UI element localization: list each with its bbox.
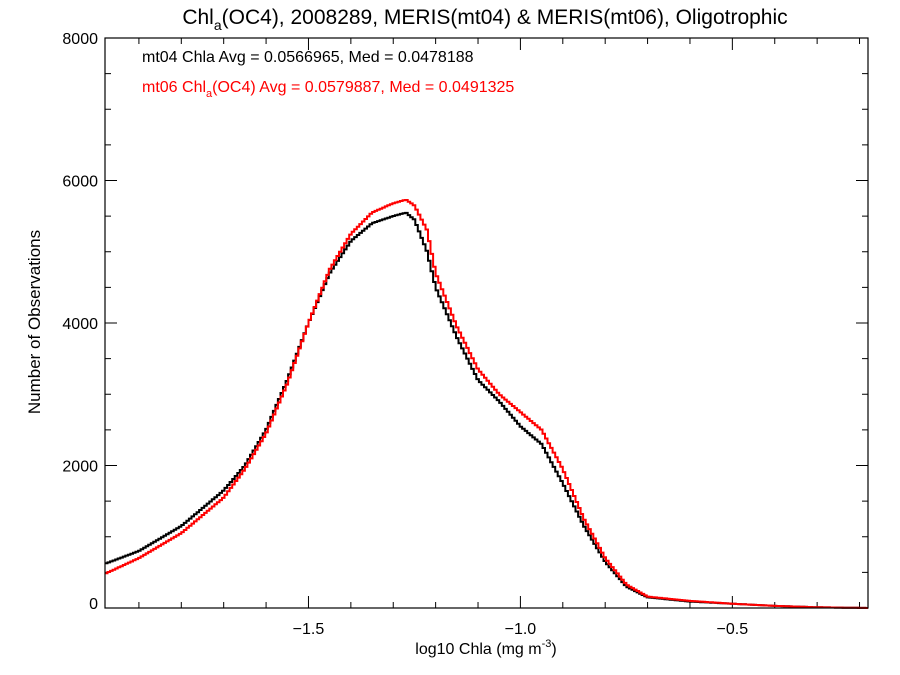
y-axis-label: Number of Observations [25,230,44,414]
x-axis-label-rest: ) [551,641,556,658]
annotation-mt06-main: mt06 Chl [142,79,206,96]
chart-title-rest: (OC4), 2008289, MERIS(mt04) & MERIS(mt06… [222,6,788,29]
x-axis-label-superscript: -3 [542,638,552,650]
y-tick-label: 0 [89,596,98,613]
y-tick-label: 4000 [62,316,98,333]
annotation-mt06-subscript: a [206,88,213,100]
x-axis-label-main: log10 Chla (mg m [415,641,541,658]
x-axis-label: log10 Chla (mg m-3) [415,638,556,658]
y-tick-label: 2000 [62,459,98,476]
x-axis: −1.5 −1.0 −0.5 [138,38,861,638]
series-layer [105,199,868,609]
chart-title-main: Chl [182,6,214,29]
plot-frame [104,37,869,609]
y-tick-label: 8000 [62,31,98,48]
series-mt04-line [105,211,868,609]
x-tick-label: −1.0 [505,621,537,638]
chart-title-subscript: a [214,17,222,33]
annotation-mt06-rest: (OC4) Avg = 0.0579887, Med = 0.0491325 [212,79,514,96]
annotation-mt04: mt04 Chla Avg = 0.0566965, Med = 0.04781… [142,49,474,66]
x-tick-label: −0.5 [717,621,749,638]
annotation-mt04-text: mt04 Chla Avg = 0.0566965, Med = 0.04781… [142,49,474,66]
annotation-mt06: mt06 Chla(OC4) Avg = 0.0579887, Med = 0.… [142,79,514,100]
y-tick-label: 6000 [62,174,98,191]
chart-title: Chla(OC4), 2008289, MERIS(mt04) & MERIS(… [182,6,787,33]
series-mt06-line [105,199,868,609]
y-axis: 0 2000 4000 6000 8000 [62,31,868,613]
x-tick-label: −1.5 [293,621,325,638]
